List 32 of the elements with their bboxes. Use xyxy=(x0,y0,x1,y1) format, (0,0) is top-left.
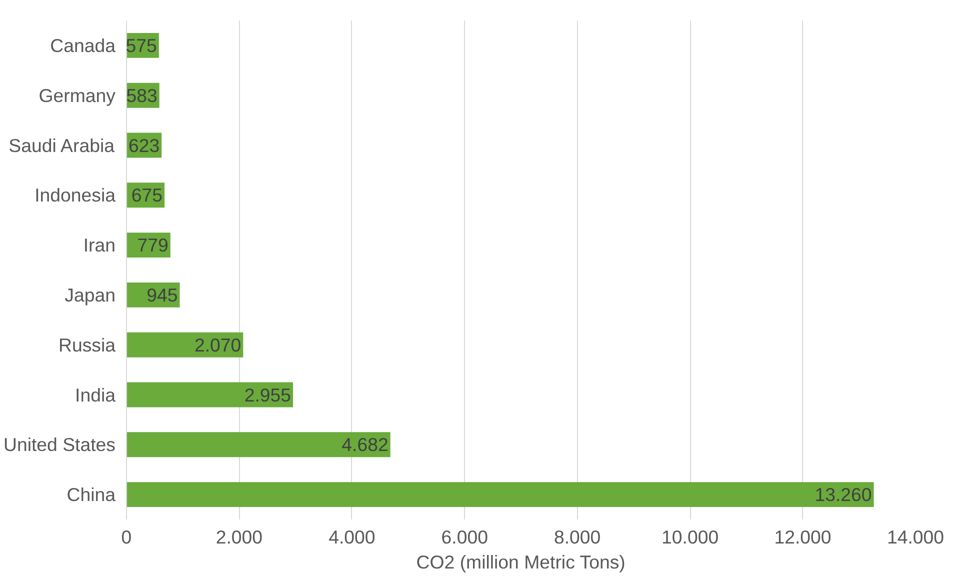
y-tick-label: Japan xyxy=(64,284,116,306)
y-tick-label: Indonesia xyxy=(34,184,116,206)
bar xyxy=(126,482,874,508)
y-tick-label: Canada xyxy=(50,34,116,56)
data-label: 2.070 xyxy=(194,334,242,356)
y-tick-label: United States xyxy=(4,434,116,456)
data-label: 583 xyxy=(126,84,158,106)
x-tick-label: 14.000 xyxy=(886,526,944,548)
y-tick-label: Iran xyxy=(83,234,116,256)
x-tick-label: 4.000 xyxy=(328,526,376,548)
bar xyxy=(126,332,244,358)
x-tick-label: 8.000 xyxy=(554,526,601,548)
data-label: 945 xyxy=(146,284,178,306)
data-label: 623 xyxy=(128,134,160,156)
data-label: 779 xyxy=(137,234,168,256)
bar xyxy=(126,382,294,408)
data-label: 675 xyxy=(131,184,163,206)
data-label: 2.955 xyxy=(244,384,292,406)
data-label: 4.682 xyxy=(342,434,388,456)
y-tick-label: India xyxy=(75,384,116,406)
y-tick-label: Germany xyxy=(38,84,116,106)
x-tick-label: 12.000 xyxy=(774,526,832,548)
y-tick-label: Russia xyxy=(58,334,116,356)
data-label: 13.260 xyxy=(814,484,872,506)
y-tick-label: China xyxy=(66,484,116,506)
x-axis-title: CO2 (million Metric Tons) xyxy=(416,552,626,572)
x-tick-label: 0 xyxy=(121,526,132,548)
x-tick-label: 10.000 xyxy=(662,526,719,548)
bar xyxy=(126,432,390,458)
x-tick-label: 6.000 xyxy=(441,526,488,548)
x-tick-label: 2.000 xyxy=(216,526,263,548)
y-tick-label: Saudi Arabia xyxy=(8,134,116,156)
